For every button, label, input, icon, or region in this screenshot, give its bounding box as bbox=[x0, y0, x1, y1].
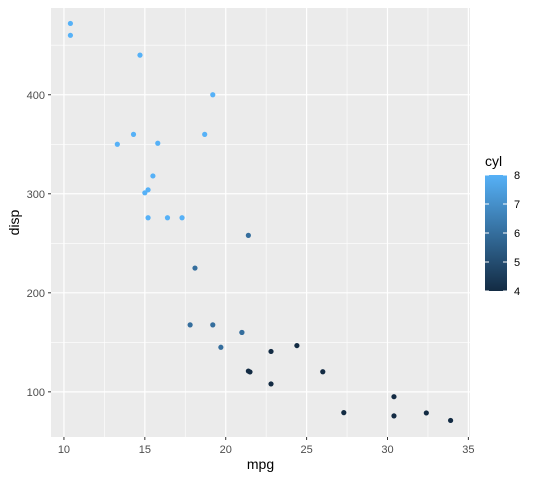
legend-tick-label: 4 bbox=[514, 286, 520, 298]
data-point bbox=[137, 52, 143, 58]
legend-title: cyl bbox=[485, 153, 502, 169]
data-point bbox=[245, 232, 251, 238]
x-tick-label: 30 bbox=[381, 444, 393, 456]
x-tick-label: 10 bbox=[58, 444, 70, 456]
color-legend: cyl 8 7 6 5 4 bbox=[485, 153, 520, 298]
y-tick-label: 300 bbox=[27, 189, 45, 201]
x-tick-label: 25 bbox=[300, 444, 312, 456]
data-point bbox=[145, 215, 151, 221]
data-point bbox=[391, 394, 397, 400]
x-tick-label: 20 bbox=[220, 444, 232, 456]
legend-tick-label: 5 bbox=[514, 257, 520, 269]
data-point bbox=[245, 368, 251, 374]
data-point bbox=[179, 215, 185, 221]
major-gridlines bbox=[51, 8, 470, 437]
data-point bbox=[218, 344, 224, 350]
data-point bbox=[67, 32, 74, 38]
data-point bbox=[268, 348, 274, 355]
data-point bbox=[67, 20, 74, 27]
legend-tick-label: 7 bbox=[514, 199, 520, 211]
data-point bbox=[164, 215, 171, 221]
data-point bbox=[155, 140, 161, 146]
plot-panel bbox=[51, 8, 470, 437]
data-point bbox=[142, 190, 148, 196]
data-point bbox=[210, 92, 216, 98]
data-points bbox=[67, 20, 454, 424]
data-point bbox=[202, 131, 208, 137]
data-point bbox=[130, 131, 137, 137]
y-tick-label: 400 bbox=[27, 90, 45, 102]
legend-ticks: 8 7 6 5 4 bbox=[485, 170, 520, 298]
minor-gridlines bbox=[51, 8, 470, 437]
legend-tick-label: 6 bbox=[514, 228, 520, 240]
data-point bbox=[268, 381, 274, 387]
data-point bbox=[391, 413, 397, 419]
data-point bbox=[239, 329, 245, 336]
data-point bbox=[150, 173, 156, 179]
data-point bbox=[447, 417, 454, 424]
x-axis-ticks: 10 15 20 25 30 35 bbox=[58, 437, 475, 456]
data-point bbox=[320, 369, 326, 375]
data-point bbox=[187, 322, 193, 328]
x-tick-label: 15 bbox=[139, 444, 151, 456]
legend-colorbar bbox=[485, 175, 507, 291]
y-tick-label: 100 bbox=[27, 387, 45, 399]
x-axis-title: mpg bbox=[247, 456, 274, 472]
data-point bbox=[341, 410, 347, 416]
data-point bbox=[192, 265, 198, 271]
x-tick-label: 35 bbox=[462, 444, 474, 456]
data-point bbox=[114, 141, 120, 147]
y-axis-ticks: 100 200 300 400 bbox=[27, 90, 51, 399]
y-axis-title: disp bbox=[6, 209, 22, 235]
data-point bbox=[294, 342, 300, 349]
y-tick-label: 200 bbox=[27, 288, 45, 300]
data-point bbox=[423, 410, 429, 416]
data-point bbox=[210, 322, 216, 328]
legend-tick-label: 8 bbox=[514, 170, 520, 182]
